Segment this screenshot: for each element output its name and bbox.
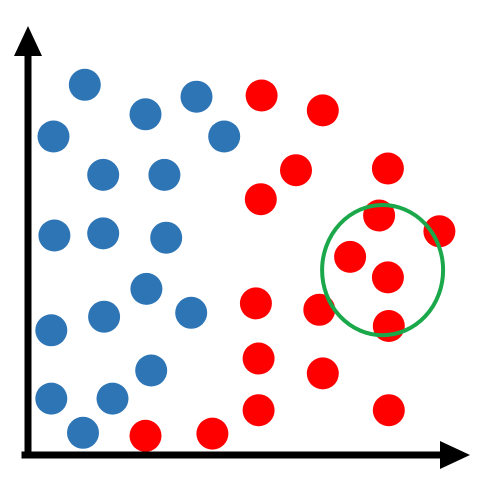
series-1-point-1 (306, 94, 339, 127)
series-0-point-9 (150, 221, 183, 254)
series-0-point-15 (35, 382, 68, 415)
series-1-point-12 (242, 342, 275, 375)
series-1-point-16 (196, 417, 229, 450)
series-0-point-7 (38, 219, 71, 252)
series-1-point-17 (372, 394, 405, 427)
series-0-point-16 (96, 382, 129, 415)
series-1-point-3 (371, 152, 404, 185)
series-0-point-8 (87, 217, 120, 250)
series-1-point-7 (334, 240, 367, 273)
series-1-point-2 (280, 154, 312, 187)
series-0-point-10 (130, 272, 163, 305)
annotation-layer (320, 203, 446, 338)
series-1-point-11 (372, 310, 405, 342)
series-0-point-14 (135, 354, 168, 387)
series-1-point-0 (245, 79, 278, 112)
series-0-point-11 (88, 300, 121, 333)
series-0-point-4 (208, 120, 241, 153)
series-0-point-0 (68, 68, 101, 101)
series-1-point-8 (371, 261, 404, 294)
series-0-point-3 (37, 120, 70, 153)
series-1-point-14 (242, 394, 275, 427)
points-layer (35, 68, 456, 452)
series-0 (35, 68, 241, 449)
series-1-point-6 (423, 215, 456, 248)
y-axis-arrowhead (14, 26, 42, 56)
series-1-point-15 (129, 419, 162, 452)
series-1-point-10 (303, 293, 336, 326)
series-0-point-12 (175, 296, 208, 329)
series-1-point-9 (239, 287, 272, 320)
series-0-point-5 (87, 158, 120, 191)
series-0-point-1 (129, 98, 162, 131)
series-0-point-17 (67, 416, 99, 449)
axes-layer (14, 26, 470, 469)
series-1-point-4 (244, 183, 277, 216)
series-1-point-13 (306, 357, 339, 390)
x-axis-arrowhead (440, 441, 470, 469)
series-0-point-6 (148, 158, 181, 191)
series-0-point-2 (180, 80, 213, 113)
series-1 (129, 79, 456, 452)
highlight-circle-0 (320, 203, 446, 338)
series-0-point-13 (35, 314, 68, 347)
